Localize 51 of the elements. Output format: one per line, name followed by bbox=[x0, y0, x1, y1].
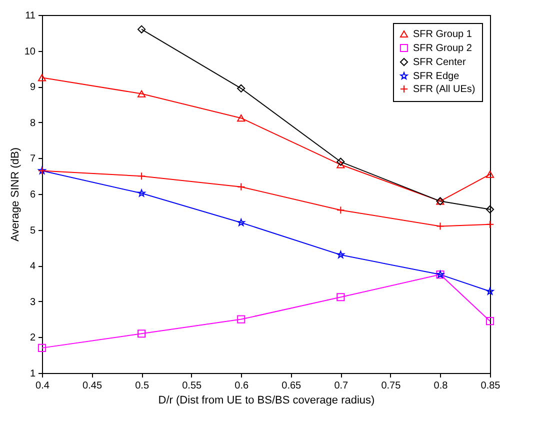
point bbox=[336, 158, 345, 166]
x-tick-label: 0.8 bbox=[434, 380, 448, 392]
y-tick-label: 9 bbox=[30, 82, 36, 94]
point bbox=[138, 189, 146, 197]
point bbox=[336, 293, 345, 302]
y-tick-label: 7 bbox=[30, 154, 36, 165]
x-tick-label: 0.75 bbox=[381, 380, 402, 392]
y-tick-label: 11 bbox=[25, 10, 36, 22]
y-tick-label: 6 bbox=[30, 190, 36, 200]
point bbox=[486, 287, 494, 295]
point bbox=[486, 205, 494, 214]
point bbox=[237, 218, 245, 226]
y-tick-label: 1 bbox=[30, 368, 36, 380]
point bbox=[486, 317, 494, 326]
x-tick-label: 0.7 bbox=[334, 380, 349, 392]
point bbox=[138, 25, 146, 34]
point bbox=[237, 84, 246, 92]
y-tick-label: 10 bbox=[24, 46, 36, 58]
x-tick-label: 0.55 bbox=[182, 380, 202, 392]
x-tick-label: 0.6 bbox=[234, 380, 249, 392]
point bbox=[38, 344, 46, 352]
x-tick-label: 0.45 bbox=[82, 380, 102, 392]
point bbox=[336, 250, 345, 258]
point bbox=[336, 206, 345, 214]
y-tick-label: 4 bbox=[30, 261, 36, 272]
point bbox=[436, 222, 444, 230]
point bbox=[237, 182, 246, 191]
x-tick-label: 0.65 bbox=[282, 380, 302, 392]
legend-label: SFR Group 1 bbox=[413, 29, 472, 40]
point bbox=[138, 90, 146, 98]
legend-label: SFR (All UEs) bbox=[413, 84, 476, 95]
legend-label: SFR Group 2 bbox=[413, 43, 472, 54]
point bbox=[486, 170, 494, 178]
x-tick-label: 0.4 bbox=[36, 380, 50, 392]
y-tick-label: 3 bbox=[30, 296, 36, 308]
legend-label: SFR Center bbox=[413, 57, 466, 68]
y-axis-title: Average SINR (dB) bbox=[9, 148, 22, 242]
point bbox=[486, 220, 494, 228]
point bbox=[237, 315, 246, 324]
y-tick-label: 2 bbox=[30, 332, 36, 344]
point bbox=[38, 74, 46, 82]
point bbox=[237, 114, 246, 122]
point bbox=[138, 330, 146, 338]
legend-label: SFR Edge bbox=[413, 71, 460, 82]
x-axis-title: D/r (Dist from UE to BS/BS coverage radius) bbox=[158, 394, 375, 406]
y-tick-label: 8 bbox=[30, 118, 36, 129]
y-tick-label: 5 bbox=[30, 225, 36, 236]
x-tick-label: 0.5 bbox=[135, 380, 150, 392]
x-tick-label: 0.85 bbox=[480, 380, 501, 392]
point bbox=[336, 161, 345, 168]
point bbox=[138, 172, 146, 180]
